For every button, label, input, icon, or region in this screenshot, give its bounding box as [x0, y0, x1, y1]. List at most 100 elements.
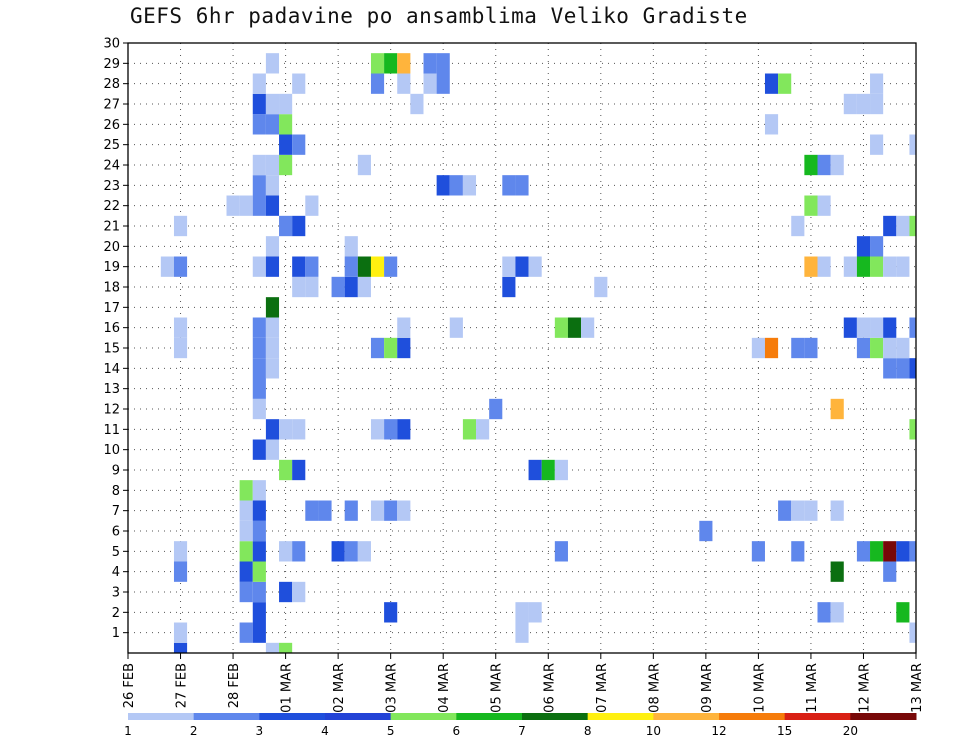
heatmap-cell [909, 541, 916, 562]
colorbar-label: 3 [256, 724, 264, 738]
colorbar-swatch [193, 713, 260, 720]
heatmap-cell [896, 215, 910, 237]
y-tick-label: 21 [103, 220, 120, 235]
x-tick-label: 06 MAR [542, 663, 557, 713]
colorbar-swatch [325, 713, 392, 720]
heatmap-cell [265, 236, 280, 257]
y-tick-label: 11 [103, 423, 120, 438]
heatmap-cell [778, 73, 792, 94]
heatmap-cell [804, 154, 818, 176]
colorbar-label: 2 [190, 724, 198, 738]
colorbar-swatch [850, 713, 917, 720]
heatmap-cell [370, 337, 385, 359]
colorbar-label: 8 [584, 724, 592, 738]
heatmap-cell [265, 317, 280, 338]
heatmap-cell [462, 419, 477, 440]
y-tick-label: 4 [112, 565, 120, 580]
heatmap-cell [279, 154, 293, 176]
y-tick-label: 29 [103, 57, 120, 72]
heatmap-cell [370, 73, 385, 94]
heatmap-cell [173, 317, 188, 338]
heatmap-cell [239, 500, 253, 521]
heatmap-cell [843, 317, 857, 338]
heatmap-cell [331, 276, 345, 298]
heatmap-cell [384, 53, 398, 74]
heatmap-cell [279, 419, 293, 440]
y-tick-label: 5 [112, 545, 120, 560]
y-tick-label: 9 [112, 464, 120, 479]
heatmap-cell [856, 337, 871, 359]
y-tick-label: 15 [103, 342, 120, 357]
heatmap-cell [305, 256, 319, 277]
heatmap-cell [817, 195, 831, 216]
y-tick-label: 12 [103, 403, 120, 418]
heatmap-cell [397, 419, 411, 440]
heatmap-cell [883, 317, 897, 338]
y-tick-label: 19 [103, 260, 120, 275]
colorbar-label: 6 [453, 724, 461, 738]
y-tick-label: 26 [103, 118, 120, 133]
heatmap-cell [173, 642, 188, 653]
heatmap-cell [239, 195, 253, 216]
heatmap-cell [423, 53, 437, 74]
heatmap-cell [791, 500, 805, 521]
heatmap-cell [252, 256, 266, 277]
heatmap-cell [830, 602, 844, 623]
heatmap-cell [764, 73, 779, 94]
colorbar-swatch [390, 713, 457, 720]
heatmap-cell [856, 93, 871, 115]
colorbar-label: 15 [777, 724, 792, 738]
heatmap-cell [515, 602, 529, 623]
heatmap-cell [896, 541, 910, 562]
heatmap-cell [265, 175, 280, 196]
heatmap-cell [817, 256, 831, 277]
heatmap-cell [764, 337, 779, 359]
heatmap-cell [265, 154, 280, 176]
heatmap-cell [173, 541, 188, 562]
x-tick-label: 28 FEB [227, 663, 242, 708]
heatmap-cell [173, 561, 188, 582]
heatmap-cell [265, 358, 280, 379]
heatmap-cell [357, 154, 371, 176]
heatmap-cell [830, 154, 844, 176]
heatmap-cell [896, 256, 910, 277]
heatmap-cell [239, 541, 253, 562]
x-tick-label: 05 MAR [490, 663, 505, 713]
heatmap-cell [173, 256, 188, 277]
y-axis: 1234567891011121314151617181920212223242… [103, 37, 128, 641]
heatmap-cell [344, 276, 358, 298]
heatmap-cell [436, 73, 450, 94]
heatmap-cell [489, 398, 503, 420]
heatmap-cell [292, 276, 306, 298]
heatmap-cell [764, 114, 779, 135]
heatmap-cell [476, 419, 490, 440]
heatmap-cell [357, 541, 371, 562]
heatmap-cell [292, 581, 306, 603]
heatmap-cell [883, 561, 897, 582]
x-tick-label: 13 MAR [910, 663, 925, 713]
heatmap-cell [528, 459, 542, 481]
heatmap-cell [594, 276, 608, 298]
heatmap-cell [896, 337, 910, 359]
y-tick-label: 10 [103, 443, 120, 458]
heatmap-cell [397, 500, 411, 521]
heatmap-cell [856, 236, 871, 257]
colorbar-swatch [522, 713, 589, 720]
heatmap-cell [528, 602, 542, 623]
heatmap-cell [502, 276, 516, 298]
y-tick-label: 18 [103, 281, 120, 296]
heatmap-cell [252, 154, 266, 176]
heatmap-cell [292, 215, 306, 237]
heatmap-cell [896, 602, 910, 623]
heatmap-cell [397, 337, 411, 359]
heatmap-cell [279, 134, 293, 155]
heatmap-cell [331, 541, 345, 562]
heatmap-cell [830, 561, 844, 582]
y-tick-label: 28 [103, 77, 120, 92]
heatmap-cell [804, 500, 818, 521]
y-tick-label: 1 [112, 626, 120, 641]
colorbar-label: 20 [843, 724, 858, 738]
heatmap-cell [528, 256, 542, 277]
heatmap-cell [279, 114, 293, 135]
